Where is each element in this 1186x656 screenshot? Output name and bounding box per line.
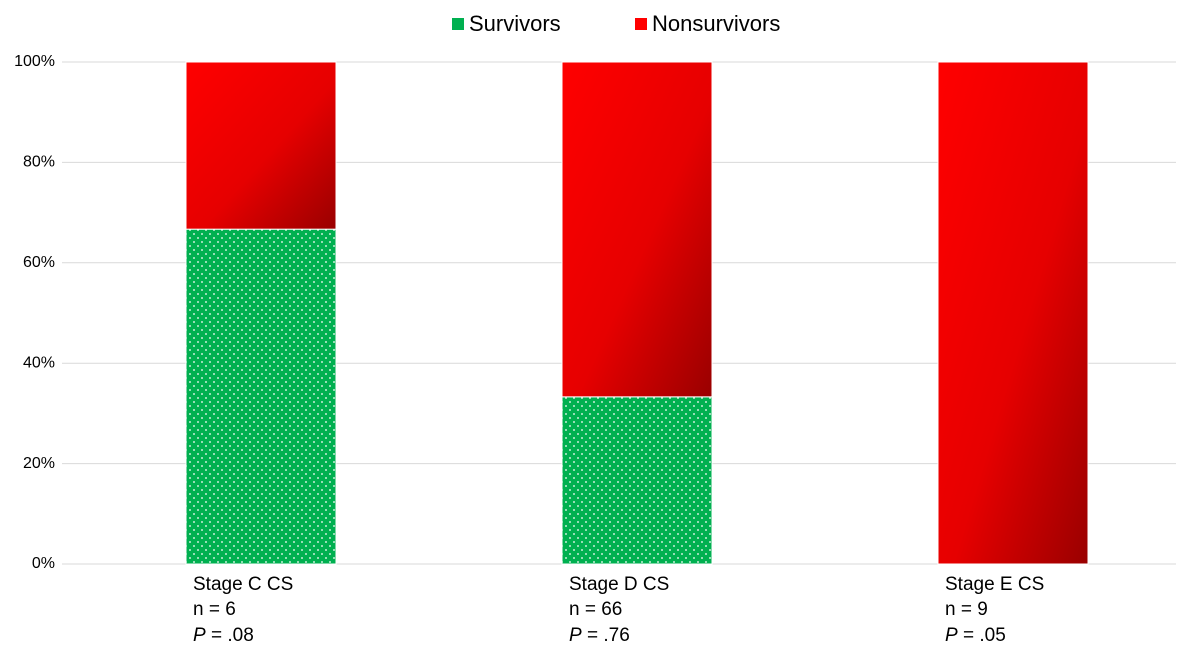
y-tick-label: 100% — [14, 53, 55, 70]
legend-swatch — [635, 18, 647, 30]
y-tick-label: 60% — [23, 254, 55, 271]
x-tick-label: Stage D CS — [569, 574, 669, 595]
p-value: P = .76 — [569, 625, 630, 646]
bar-segment — [185, 228, 337, 565]
legend-label: Survivors — [469, 11, 561, 36]
p-symbol: P — [193, 625, 206, 646]
sample-size: n = 66 — [569, 599, 622, 620]
p-symbol: P — [569, 625, 582, 646]
legend-swatch — [452, 18, 464, 30]
y-tick-label: 0% — [32, 555, 55, 572]
x-tick-label: Stage E CS — [945, 574, 1044, 595]
bar-segment — [937, 61, 1089, 565]
p-value: P = .08 — [193, 625, 254, 646]
y-tick-label: 80% — [23, 154, 55, 171]
p-symbol: P — [945, 625, 958, 646]
p-value: P = .05 — [945, 625, 1006, 646]
legend-label: Nonsurvivors — [652, 11, 780, 36]
sample-size: n = 6 — [193, 599, 236, 620]
bar-segment — [561, 396, 713, 565]
p-value-text: = .08 — [211, 625, 254, 646]
bar-segment — [185, 61, 337, 230]
bar-segment — [561, 61, 713, 398]
p-value-text: = .05 — [963, 625, 1006, 646]
y-tick-label: 40% — [23, 354, 55, 371]
sample-size: n = 9 — [945, 599, 988, 620]
p-value-text: = .76 — [587, 625, 630, 646]
x-tick-label: Stage C CS — [193, 574, 293, 595]
y-tick-label: 20% — [23, 455, 55, 472]
